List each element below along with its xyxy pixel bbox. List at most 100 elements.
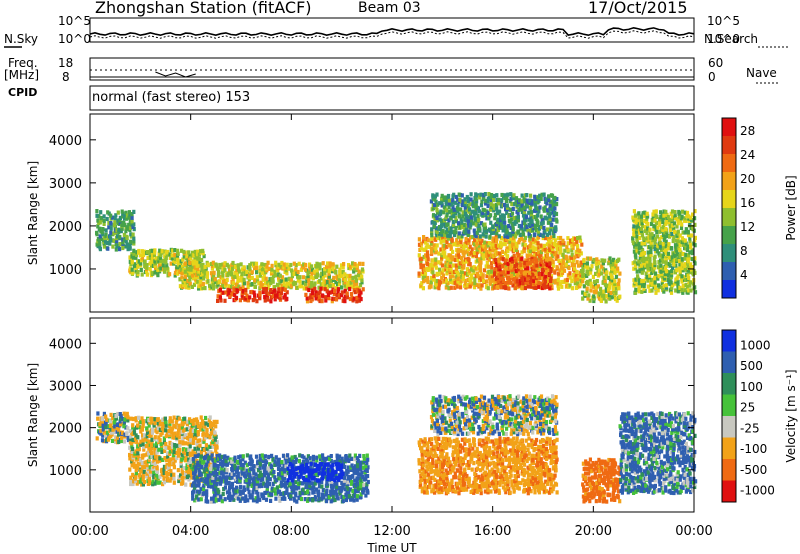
data-cell-velocity [309, 497, 313, 502]
data-cell-velocity [211, 444, 215, 449]
data-cell-power [527, 257, 531, 262]
data-cell-power [510, 201, 514, 207]
data-cell-power [487, 269, 491, 274]
data-cell-power [604, 299, 608, 304]
data-cell-velocity [104, 414, 108, 419]
data-cell-power [180, 265, 185, 270]
data-cell-power [345, 291, 349, 296]
data-cell-power [609, 290, 613, 296]
data-cell-power [514, 269, 518, 274]
data-cell-power [508, 236, 512, 241]
data-cell-power [481, 210, 485, 215]
data-cell-power [463, 271, 468, 276]
data-cell-power [234, 274, 238, 279]
data-cell-power [277, 275, 281, 280]
data-cell-velocity [116, 422, 120, 427]
data-cell-power [451, 280, 455, 285]
data-cell-power [667, 261, 671, 267]
data-cell-power [426, 275, 430, 281]
data-cell-power [530, 254, 535, 259]
data-cell-power [508, 231, 512, 236]
data-cell-velocity [179, 463, 183, 468]
data-cell-velocity [263, 463, 267, 468]
data-cell-velocity [269, 463, 273, 468]
data-cell-power [531, 237, 535, 242]
data-cell-power [461, 199, 465, 204]
data-cell-power [178, 284, 182, 289]
data-cell-power [435, 279, 439, 284]
data-cell-velocity [301, 460, 305, 465]
data-cell-power [494, 222, 498, 227]
data-cell-power [490, 245, 494, 250]
data-cell-velocity [223, 467, 227, 472]
data-cell-power [348, 273, 352, 278]
data-cell-power [486, 199, 490, 204]
data-cell-velocity [100, 438, 105, 443]
data-cell-velocity [211, 471, 215, 476]
data-cell-velocity [96, 416, 100, 421]
data-cell-power [201, 281, 205, 286]
data-cell-velocity [220, 499, 224, 504]
data-cell-power [345, 274, 349, 279]
data-cell-power [648, 257, 652, 262]
data-cell-power [246, 281, 250, 286]
data-cell-power [635, 248, 639, 253]
data-cell-power [434, 246, 438, 251]
data-cell-power [432, 276, 436, 282]
data-cell-power [479, 260, 483, 265]
data-cell-power [468, 262, 472, 267]
data-cell-velocity [213, 458, 217, 463]
data-cell-power [518, 232, 522, 237]
data-cell-power [649, 262, 653, 267]
data-cell-velocity [183, 472, 188, 477]
freq-tick-top: 18 [58, 56, 73, 70]
data-cell-power [516, 218, 520, 223]
data-cell-power [282, 265, 286, 270]
data-cell-power [500, 249, 505, 254]
data-cell-velocity [198, 438, 202, 443]
data-cell-power [345, 295, 349, 300]
data-cell-power [610, 259, 614, 265]
data-cell-power [664, 263, 669, 268]
data-cell-velocity [140, 482, 144, 487]
data-cell-power [196, 252, 200, 257]
data-cell-velocity [134, 416, 138, 421]
data-cell-power [283, 287, 287, 292]
data-cell-velocity [256, 459, 260, 464]
data-cell-velocity [164, 444, 168, 449]
data-cell-power [448, 210, 452, 215]
data-cell-velocity [258, 465, 262, 471]
data-cell-power [688, 218, 692, 223]
data-cell-velocity [314, 497, 318, 502]
data-cell-power [469, 250, 473, 255]
data-cell-power [526, 228, 530, 233]
data-cell-power [578, 238, 583, 243]
data-cell-power [283, 292, 287, 298]
data-cell-power [460, 225, 464, 230]
data-cell-power [562, 241, 566, 246]
data-cell-power [435, 229, 439, 234]
data-cell-velocity [327, 477, 332, 482]
data-cell-power [465, 267, 470, 272]
data-cell-velocity [150, 437, 154, 442]
data-cell-power [442, 197, 446, 202]
data-cell-power [497, 234, 501, 239]
data-cell-power [145, 272, 149, 277]
data-cell-velocity [240, 469, 244, 474]
data-cell-velocity [220, 459, 224, 464]
data-cell-power [528, 248, 532, 254]
data-cell-power [467, 240, 471, 245]
data-cell-power [445, 278, 449, 283]
data-cell-power [231, 281, 235, 286]
data-cell-velocity [196, 424, 200, 429]
data-cell-velocity [142, 447, 146, 452]
data-cell-power [637, 215, 641, 220]
data-cell-power [504, 198, 508, 203]
data-cell-power [289, 277, 293, 282]
data-cell-power [604, 274, 609, 279]
data-cell-power [521, 242, 525, 247]
data-cell-power [128, 219, 132, 224]
data-cell-power [635, 241, 639, 246]
data-cell-power [477, 283, 481, 288]
data-cell-power [612, 257, 616, 262]
